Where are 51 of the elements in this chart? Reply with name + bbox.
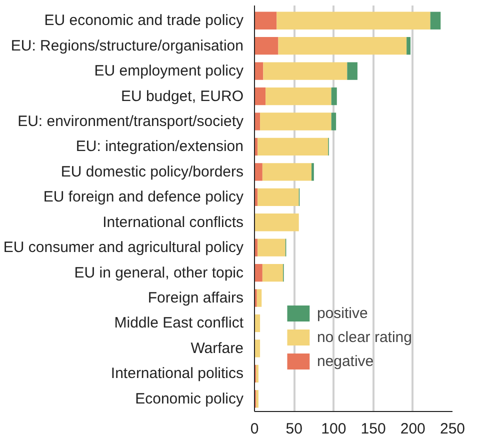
y-tick-label: EU budget, EURO [120,88,244,105]
bar [254,87,266,106]
y-tick-label: EU employment policy [94,62,244,80]
bar [254,340,260,358]
y-tick-label: EU economic and trade policy [44,12,244,30]
y-tick-label: Foreign affairs [148,290,244,307]
bar [254,314,260,332]
y-tick-label: International politics [110,365,244,382]
y-tick-label: EU consumer and agricultural policy [3,239,244,256]
bar [254,62,264,80]
bar [260,112,332,130]
y-tick-label: International conflicts [102,214,244,231]
x-tick-label: 200 [400,420,426,438]
y-tick-label: EU: integration/extension [76,138,244,156]
x-tick-label: 100 [321,420,346,438]
bar [347,62,358,80]
bar [254,112,260,130]
bar [256,289,262,307]
bar [254,214,299,232]
y-tick-label: Warfare [190,340,244,357]
bar [331,112,336,130]
y-tick-label: EU: Regions/structure/organisation [10,37,244,54]
bar [258,188,299,206]
x-tick-label: 0 [250,420,259,438]
bar [254,264,262,282]
y-tick-label: EU: environment/transport/society [18,113,244,130]
bar [258,238,286,256]
legend-label: no clear rating [316,328,412,346]
bar [276,12,430,30]
y-tick-label: Middle East conflict [114,314,244,332]
bar [254,163,262,181]
legend-label: positive [316,304,368,322]
y-tick-label: Economic policy [135,390,244,408]
bar [262,163,312,181]
bar [254,12,277,30]
y-tick-label: EU domestic policy/borders [60,163,244,180]
x-tick-label: 50 [286,420,302,438]
bar [254,37,278,55]
x-tick-label: 250 [440,420,466,438]
y-tick-label: EU in general, other topic [74,264,244,282]
bar [258,138,328,156]
y-tick-label: EU foreign and defence policy [43,188,244,206]
bar [263,62,348,80]
bar [430,12,441,30]
bar [406,37,411,55]
bar [262,264,284,282]
x-tick-label: 150 [360,420,386,438]
bar [331,87,337,106]
bar [266,87,332,106]
legend-label: negative [316,352,374,370]
bar [278,37,407,55]
